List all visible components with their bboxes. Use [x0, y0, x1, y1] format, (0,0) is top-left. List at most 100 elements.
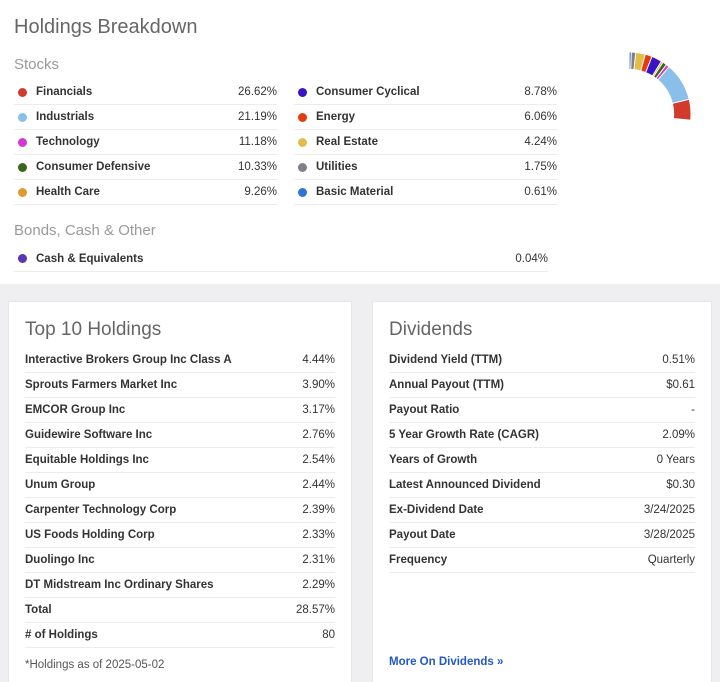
- row-value: 2.44%: [302, 479, 335, 491]
- more-on-dividends-link[interactable]: More On Dividends »: [389, 656, 504, 668]
- legend-item: Consumer Defensive 10.33%: [14, 155, 277, 180]
- legend-item-value: 1.75%: [524, 161, 557, 173]
- row-value: 3/24/2025: [643, 504, 695, 516]
- allocation-donut-chart: [564, 49, 694, 179]
- table-row: Duolingo Inc 2.31%: [25, 548, 335, 573]
- row-label: Unum Group: [25, 479, 96, 491]
- row-label: # of Holdings: [25, 629, 98, 641]
- legend-item-label: Cash & Equivalents: [36, 252, 144, 265]
- dividends-table: Dividend Yield (TTM) 0.51% Annual Payout (…: [389, 348, 695, 573]
- legend-item-label: Basic Material: [316, 186, 394, 198]
- row-value: -: [691, 404, 695, 416]
- legend-item: Industrials 21.19%: [14, 105, 277, 130]
- row-label: Payout Date: [389, 529, 456, 541]
- legend-item: Utilities 1.75%: [294, 155, 557, 180]
- legend-item: Consumer Cyclical 8.78%: [294, 80, 557, 105]
- row-label: Equitable Holdings Inc: [25, 454, 149, 466]
- table-row: Total 28.57%: [25, 598, 335, 623]
- legend-item: Basic Material 0.61%: [294, 180, 557, 205]
- row-value: 2.09%: [662, 429, 695, 441]
- donut-chart-svg: [628, 51, 692, 121]
- stocks-heading: Stocks: [14, 56, 60, 73]
- table-row: Interactive Brokers Group Inc Class A 4.4…: [25, 348, 335, 373]
- row-value: 2.33%: [302, 529, 335, 541]
- row-label: Payout Ratio: [389, 404, 460, 416]
- legend-item-value: 10.33%: [237, 161, 277, 173]
- row-label: Dividend Yield (TTM): [389, 354, 503, 366]
- holdings-footnote: *Holdings as of 2025-05-02: [25, 659, 165, 671]
- legend-item-value: 6.06%: [524, 111, 557, 123]
- row-value: 28.57%: [295, 604, 335, 616]
- row-value: 2.39%: [302, 504, 335, 516]
- legend-item: Energy 6.06%: [294, 105, 557, 130]
- table-row: DT Midstream Inc Ordinary Shares 2.29%: [25, 573, 335, 598]
- row-label: Frequency: [389, 554, 448, 566]
- table-row: Payout Ratio -: [389, 398, 695, 423]
- row-label: EMCOR Group Inc: [25, 404, 126, 416]
- row-value: 0.51%: [662, 354, 695, 366]
- row-label: Sprouts Farmers Market Inc: [25, 379, 178, 391]
- legend-item: Real Estate 4.24%: [294, 130, 557, 155]
- legend-item-label: Consumer Cyclical: [316, 86, 420, 98]
- legend-item-label: Financials: [36, 86, 93, 98]
- row-value: 3/28/2025: [643, 529, 695, 541]
- row-label: Ex-Dividend Date: [389, 504, 484, 516]
- table-row: Years of Growth 0 Years: [389, 448, 695, 473]
- legend-item-label: Technology: [36, 136, 100, 148]
- dividends-title: Dividends: [389, 319, 473, 340]
- legend-item: Cash & Equivalents 0.04%: [14, 246, 548, 272]
- table-row: Unum Group 2.44%: [25, 473, 335, 498]
- legend-color-dot: [18, 112, 27, 122]
- row-label: 5 Year Growth Rate (CAGR): [389, 429, 539, 441]
- row-label: Interactive Brokers Group Inc Class A: [25, 354, 232, 366]
- row-value: $0.30: [666, 479, 695, 491]
- legend-item: Health Care 9.26%: [14, 180, 277, 205]
- legend-color-dot: [18, 187, 27, 197]
- legend-color-dot: [298, 137, 307, 147]
- table-row: US Foods Holding Corp 2.33%: [25, 523, 335, 548]
- row-label: DT Midstream Inc Ordinary Shares: [25, 579, 214, 591]
- legend-item-value: 4.24%: [524, 136, 557, 148]
- legend-color-dot: [18, 137, 27, 147]
- legend-item-value: 11.18%: [238, 136, 277, 148]
- table-row: # of Holdings 80: [25, 623, 335, 648]
- legend-item-value: 26.62%: [237, 86, 277, 98]
- row-value: 0 Years: [656, 454, 695, 466]
- table-row: Ex-Dividend Date 3/24/2025: [389, 498, 695, 523]
- row-label: Duolingo Inc: [25, 554, 95, 566]
- stocks-legend-list: Financials 26.62% Industrials 21.19% Technol…: [14, 80, 557, 205]
- bonds-legend-list: Cash & Equivalents 0.04%: [14, 246, 548, 272]
- table-row: Frequency Quarterly: [389, 548, 695, 573]
- legend-item-label: Industrials: [36, 111, 95, 123]
- table-row: Sprouts Farmers Market Inc 3.90%: [25, 373, 335, 398]
- row-value: $0.61: [666, 379, 695, 391]
- legend-item-label: Energy: [316, 111, 355, 123]
- legend-color-dot: [18, 162, 27, 172]
- legend-item-value: 9.26%: [244, 186, 277, 198]
- legend-color-dot: [298, 112, 307, 122]
- row-value: 2.31%: [302, 554, 335, 566]
- legend-color-dot: [18, 254, 27, 263]
- table-row: EMCOR Group Inc 3.17%: [25, 398, 335, 423]
- bonds-cash-other-heading: Bonds, Cash & Other: [14, 222, 156, 239]
- legend-item-value: 21.19%: [237, 111, 277, 123]
- table-row: Dividend Yield (TTM) 0.51%: [389, 348, 695, 373]
- row-label: Carpenter Technology Corp: [25, 504, 177, 516]
- table-row: Payout Date 3/28/2025: [389, 523, 695, 548]
- legend-item: Technology 11.18%: [14, 130, 277, 155]
- row-value: 80: [322, 629, 335, 641]
- legend-item-value: 8.78%: [524, 86, 557, 98]
- row-value: 3.90%: [302, 379, 335, 391]
- row-value: 2.76%: [302, 429, 335, 441]
- legend-color-dot: [18, 87, 27, 97]
- top-10-holdings-title: Top 10 Holdings: [25, 319, 162, 340]
- table-row: 5 Year Growth Rate (CAGR) 2.09%: [389, 423, 695, 448]
- top-10-holdings-card: Top 10 Holdings Interactive Brokers Grou…: [8, 301, 352, 682]
- dividends-card: Dividends Dividend Yield (TTM) 0.51% Annua…: [372, 301, 712, 682]
- holdings-breakdown-section: Holdings Breakdown Stocks Financials 26.6…: [0, 0, 720, 284]
- table-row: Carpenter Technology Corp 2.39%: [25, 498, 335, 523]
- table-row: Latest Announced Dividend $0.30: [389, 473, 695, 498]
- row-label: Years of Growth: [389, 454, 478, 466]
- table-row: Equitable Holdings Inc 2.54%: [25, 448, 335, 473]
- bottom-panels: Top 10 Holdings Interactive Brokers Grou…: [0, 284, 720, 682]
